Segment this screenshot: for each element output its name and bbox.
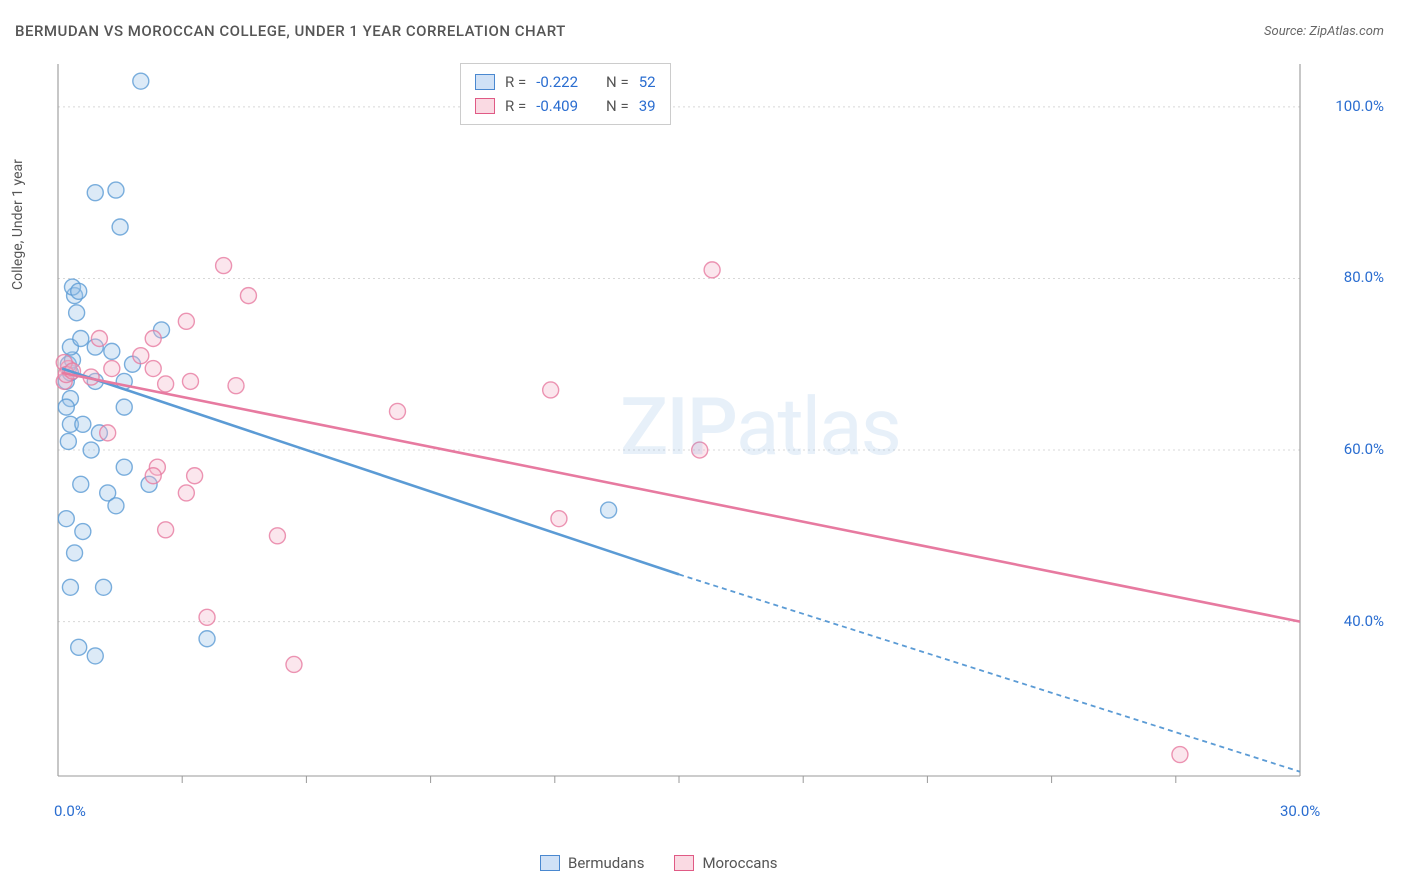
- chart-area: [50, 60, 1350, 820]
- source-attribution: Source: ZipAtlas.com: [1264, 24, 1384, 39]
- y-tick-label: 60.0%: [1344, 440, 1384, 458]
- legend-label: Bermudans: [568, 854, 644, 872]
- stats-row-bermudans: R = -0.222 N = 52: [475, 70, 656, 94]
- stats-legend-box: R = -0.222 N = 52 R = -0.409 N = 39: [460, 63, 671, 125]
- chart-title: BERMUDAN VS MOROCCAN COLLEGE, UNDER 1 YE…: [15, 22, 566, 40]
- y-tick-label: 80.0%: [1344, 268, 1384, 286]
- x-tick-label: 30.0%: [1280, 802, 1320, 820]
- n-label: N =: [606, 70, 629, 94]
- r-value: -0.409: [536, 94, 578, 118]
- stats-row-moroccans: R = -0.409 N = 39: [475, 94, 656, 118]
- bottom-legend: Bermudans Moroccans: [540, 854, 777, 872]
- r-label: R =: [505, 94, 526, 118]
- swatch-blue: [475, 74, 495, 90]
- r-label: R =: [505, 70, 526, 94]
- r-value: -0.222: [536, 70, 578, 94]
- n-value: 52: [639, 70, 656, 94]
- swatch-pink: [674, 855, 694, 871]
- scatter-chart-svg: [50, 60, 1350, 820]
- swatch-blue: [540, 855, 560, 871]
- x-tick-label: 0.0%: [54, 802, 86, 820]
- y-axis-label: College, Under 1 year: [10, 159, 26, 290]
- swatch-pink: [475, 98, 495, 114]
- n-label: N =: [606, 94, 629, 118]
- y-tick-label: 100.0%: [1335, 97, 1384, 115]
- n-value: 39: [639, 94, 656, 118]
- legend-item-moroccans: Moroccans: [674, 854, 777, 872]
- y-tick-label: 40.0%: [1344, 612, 1384, 630]
- legend-item-bermudans: Bermudans: [540, 854, 644, 872]
- legend-label: Moroccans: [702, 854, 777, 872]
